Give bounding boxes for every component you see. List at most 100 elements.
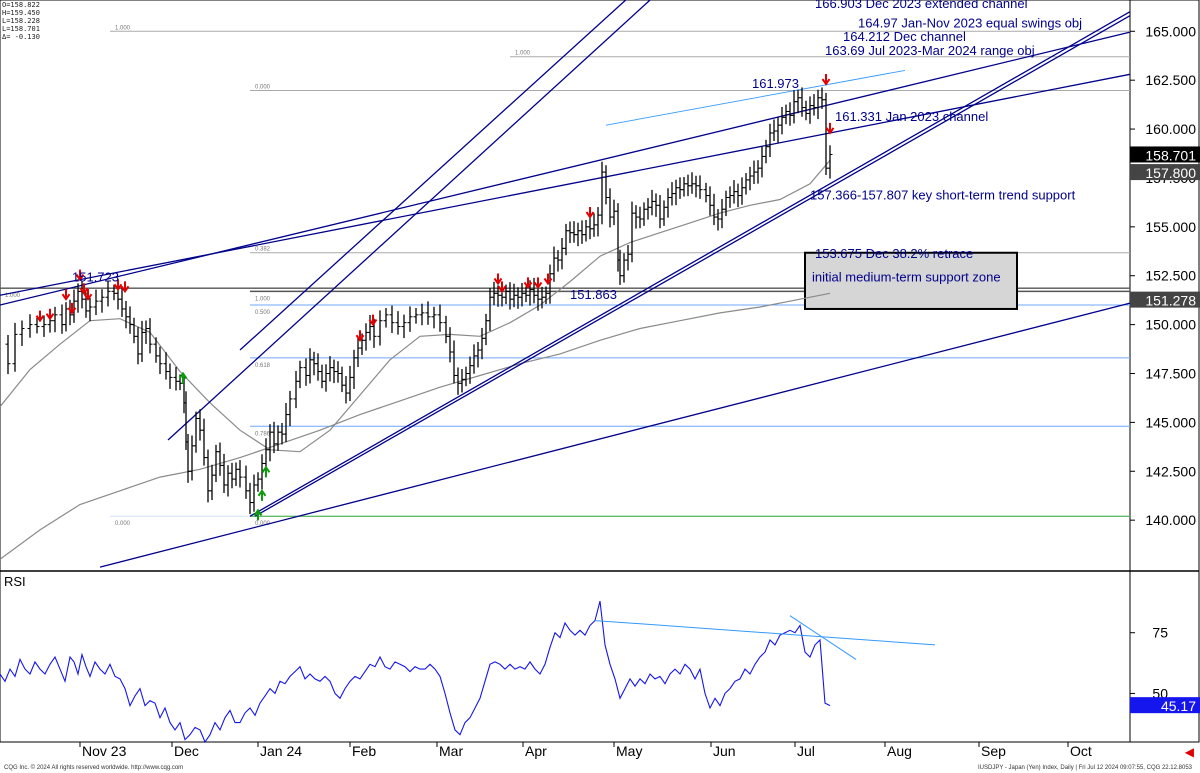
- sell-arrow-icon: [497, 281, 507, 294]
- date-tick-label: May: [616, 743, 642, 759]
- fib-level-label: 1.000: [515, 51, 531, 57]
- fib-level-label: 1.000: [255, 296, 271, 302]
- support-zone-box: [804, 251, 1018, 310]
- buy-arrow-icon: [257, 489, 267, 501]
- chart-frame: [0, 0, 1200, 743]
- annotation-text: 161.973: [752, 76, 799, 91]
- moving-average-short: [0, 159, 831, 453]
- ohlc-last: L=158.701: [2, 25, 40, 33]
- signal-arrows: [35, 74, 835, 521]
- date-tick-label: Mar: [439, 743, 463, 759]
- ohlc-low: L=158.228: [2, 17, 40, 25]
- last-price-tag: [1130, 146, 1200, 163]
- price-bars: [5, 87, 833, 515]
- rsi-trend-line: [594, 620, 936, 646]
- sell-arrow-icon: [533, 277, 543, 290]
- chart-annotations: 166.903 Dec 2023 extended channel 164.97 …: [72, 0, 1082, 302]
- sell-arrow-icon: [585, 207, 595, 219]
- sell-arrow-icon: [368, 314, 378, 327]
- price-axis: 140.000 142.500 145.000 147.500 150.000 152.5…: [1130, 23, 1200, 528]
- annotation-text: 166.903 Dec 2023 extended channel: [815, 0, 1028, 11]
- sell-arrow-icon: [523, 277, 533, 290]
- fib-level-label: 1.000: [115, 25, 131, 31]
- trend-line: [254, 15, 1131, 517]
- ohlc-open: O=158.822: [2, 1, 40, 9]
- annotation-text: initial medium-term support zone: [812, 270, 1001, 285]
- date-tick-label: Oct: [1070, 743, 1092, 759]
- trend-line: [99, 302, 1131, 568]
- price-tick-label: 140.000: [1145, 512, 1196, 528]
- last-price-label: 158.701: [1145, 147, 1196, 163]
- moving-averages: [0, 159, 831, 560]
- moving-average-long: [0, 292, 831, 560]
- price-grid: [0, 0, 1200, 743]
- chart-info-text: IUSDJPY - Japan (Yen) Index, Daily | Fri…: [977, 765, 1192, 771]
- date-tick-label: Dec: [174, 743, 199, 759]
- date-tick-label: Sep: [981, 743, 1006, 759]
- buy-arrow-icon: [261, 465, 271, 478]
- rsi-value-label: 45.17: [1161, 698, 1196, 714]
- price-tick-label: 165.000: [1145, 23, 1196, 39]
- rsi-line: [0, 600, 831, 744]
- annotation-text: 163.69 Jul 2023-Mar 2024 range obj: [825, 43, 1035, 58]
- sell-arrow-icon: [120, 281, 130, 294]
- sell-arrow-icon: [79, 283, 89, 296]
- annotation-text: 164.97 Jan-Nov 2023 equal swings obj: [858, 15, 1082, 30]
- annotation-text: 153.675 Dec 38.2% retrace: [815, 246, 973, 261]
- scroll-left-icon[interactable]: ◀: [1184, 745, 1194, 759]
- ohlc-readout: O=158.822 H=159.450 L=158.228 L=158.701 …: [2, 1, 40, 41]
- annotation-text: 157.366-157.807 key short-term trend sup…: [810, 187, 1076, 202]
- fib-level-label: 0.382: [255, 247, 271, 253]
- annotation-text: 151.723: [72, 270, 119, 285]
- rsi-value-tag: [1130, 697, 1200, 714]
- price-tick-label: 150.000: [1145, 317, 1196, 333]
- price-tick-label: 152.500: [1145, 268, 1196, 284]
- trend-lines: [0, 0, 1131, 568]
- sell-arrow-icon: [45, 308, 55, 321]
- copyright-text: CQG Inc. © 2024 All rights reserved worl…: [4, 765, 184, 771]
- ohlc-high: H=159.450: [2, 9, 40, 17]
- date-tick-label: Nov 23: [82, 743, 127, 759]
- fib-level-label: 0.000: [115, 521, 131, 527]
- price-tick-label: 160.000: [1145, 121, 1196, 137]
- rsi-tick-label: 75: [1152, 625, 1168, 641]
- price-tick-label: 147.500: [1145, 365, 1196, 381]
- price-tick-label: 162.500: [1145, 72, 1196, 88]
- buy-arrow-icon: [253, 508, 263, 521]
- price-tick-label: 155.000: [1145, 219, 1196, 235]
- sell-arrow-icon: [355, 330, 365, 342]
- price-tick-label: 142.500: [1145, 463, 1196, 479]
- price-tag-label: 151.278: [1145, 293, 1196, 309]
- trend-line: [0, 31, 1131, 306]
- date-tick-label: Apr: [525, 743, 547, 759]
- price-tick-label: 145.000: [1145, 414, 1196, 430]
- rsi-title: RSI: [4, 574, 26, 589]
- trend-line: [249, 11, 1131, 517]
- date-axis: Nov 23 Dec Jan 24 Feb Mar Apr May Jun Jul Aug Sep O…: [79, 742, 1092, 759]
- sell-arrow-icon: [61, 289, 71, 301]
- fib-level-label: 1.000: [5, 293, 21, 299]
- rsi-trend-line: [789, 615, 857, 660]
- sell-arrow-icon: [35, 310, 45, 323]
- date-tick-label: Jul: [797, 743, 815, 759]
- fib-level-label: 0.000: [255, 521, 271, 527]
- fib-level-label: 0.000: [255, 84, 271, 90]
- date-tick-label: Jun: [713, 743, 736, 759]
- sell-arrow-icon: [821, 74, 831, 86]
- price-tag: [1130, 291, 1200, 308]
- trend-line: [167, 0, 652, 441]
- fib-level-label: 0.618: [255, 363, 271, 369]
- date-tick-label: Feb: [352, 743, 376, 759]
- buy-arrow-icon: [178, 371, 188, 384]
- annotation-text: 164.212 Dec channel: [843, 29, 966, 44]
- trend-line: [605, 69, 906, 126]
- sell-arrow-icon: [113, 279, 123, 292]
- sell-arrow-icon: [543, 273, 553, 286]
- sell-arrow-icon: [493, 273, 503, 286]
- date-tick-label: Jan 24: [260, 743, 302, 759]
- sell-arrow-icon: [75, 269, 85, 282]
- fib-level-label: 0.786: [255, 431, 271, 437]
- price-tag: [1130, 164, 1200, 181]
